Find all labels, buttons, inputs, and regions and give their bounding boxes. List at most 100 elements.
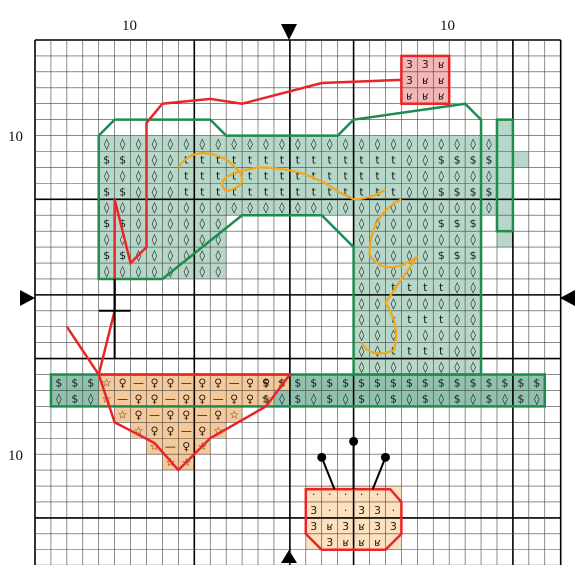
handwheel-cell — [496, 167, 513, 184]
machine-symbol: ◊ — [470, 201, 476, 214]
base-plate-cell — [465, 390, 482, 407]
machine-symbol: ◊ — [311, 201, 317, 214]
pillar-symbol: ◊ — [375, 345, 381, 358]
machine-pillar-cell — [417, 294, 434, 311]
pillar-symbol: ◊ — [423, 361, 429, 374]
machine-arm-cell — [162, 199, 179, 216]
machine-arm-cell — [273, 199, 290, 216]
axis-label-top-left: 10 — [122, 18, 137, 34]
machine-arm-cell — [449, 151, 466, 168]
pillar-symbol: ◊ — [359, 313, 365, 326]
machine-arm-cell — [305, 199, 322, 216]
machine-symbol: ◊ — [359, 138, 365, 151]
machine-pillar-cell — [369, 326, 386, 343]
machine-arm-cell — [433, 167, 450, 184]
machine-symbol: t — [328, 153, 333, 166]
base-plate-symbol: ◊ — [438, 392, 444, 405]
base-plate-symbol: $ — [390, 392, 397, 405]
machine-symbol: t — [216, 185, 221, 198]
pillar-symbol: ◊ — [470, 361, 476, 374]
base-plate-symbol: $ — [486, 376, 493, 389]
pillar-symbol: ◊ — [470, 329, 476, 342]
pillar-symbol: ◊ — [407, 297, 413, 310]
base-plate-symbol: $ — [358, 376, 365, 389]
orange-thread-pillar — [360, 198, 419, 355]
machine-symbol: t — [248, 185, 253, 198]
machine-arm-cell — [433, 135, 450, 152]
spool-cell — [401, 87, 418, 104]
spool-cell — [417, 87, 434, 104]
machine-symbol: ◊ — [152, 217, 158, 230]
axis-label-left-top: 10 — [8, 129, 23, 145]
machine-pillar-cell — [449, 326, 466, 343]
machine-head-cell — [210, 263, 227, 279]
fabric-symbol: ♀ — [150, 376, 158, 389]
machine-arm-cell — [369, 199, 386, 216]
machine-symbol: ◊ — [152, 233, 158, 246]
machine-symbol: ◊ — [215, 217, 221, 230]
machine-symbol: ◊ — [423, 201, 429, 214]
fabric-cell — [178, 390, 195, 407]
handwheel-axle-cell — [481, 151, 497, 168]
base-plate-symbol: $ — [71, 376, 78, 389]
pattern-fills — [50, 55, 545, 550]
fabric-cell — [146, 406, 163, 423]
machine-pillar-cell — [433, 231, 450, 248]
handwheel-cell — [496, 135, 513, 152]
fabric-cell — [194, 422, 211, 439]
machine-arm-cell — [385, 183, 402, 200]
machine-pillar-cell — [449, 247, 466, 264]
pillar-symbol: t — [423, 313, 428, 326]
machine-arm-cell — [465, 199, 482, 216]
handwheel-cell — [496, 183, 513, 200]
machine-arm-cell — [481, 167, 497, 184]
machine-symbol: $ — [438, 185, 445, 198]
base-plate-symbol: $ — [517, 376, 524, 389]
machine-arm-cell — [146, 167, 163, 184]
machine-symbol: $ — [454, 249, 461, 262]
machine-symbol: t — [216, 153, 221, 166]
axis-label-top-right: 10 — [440, 18, 455, 34]
machine-pillar-cell — [401, 215, 418, 232]
machine-symbol: ◊ — [327, 201, 333, 214]
base-plate-symbol: ◊ — [311, 392, 317, 405]
spool-symbol: ʁ — [438, 74, 445, 87]
fabric-symbol: ♀ — [246, 376, 254, 389]
pillar-symbol: ◊ — [391, 361, 397, 374]
handwheel-cell — [496, 119, 513, 136]
machine-pillar-cell — [401, 294, 418, 311]
machine-symbol: ◊ — [470, 265, 476, 278]
machine-symbol: ◊ — [184, 265, 190, 278]
spool-symbol: ʁ — [422, 90, 429, 103]
base-plate-symbol: $ — [454, 392, 461, 405]
machine-symbol: ◊ — [184, 217, 190, 230]
machine-arm-cell — [337, 183, 354, 200]
machine-arm-cell — [178, 135, 195, 152]
handwheel-axle-cell — [512, 151, 529, 168]
machine-symbol: t — [312, 153, 317, 166]
machine-arm-cell — [321, 167, 338, 184]
machine-symbol: $ — [470, 249, 477, 262]
machine-pillar-cell — [433, 326, 450, 343]
machine-pillar-cell — [369, 231, 386, 248]
machine-head-cell — [98, 247, 115, 264]
machine-arm-cell — [417, 151, 434, 168]
machine-symbol: t — [280, 153, 285, 166]
machine-arm-cell — [337, 151, 354, 168]
base-plate-cell — [82, 374, 99, 391]
machine-head-cell — [146, 231, 163, 248]
machine-symbol: ◊ — [470, 233, 476, 246]
machine-symbol: t — [184, 153, 189, 166]
machine-pillar-cell — [353, 278, 370, 295]
machine-pillar-cell — [417, 342, 434, 359]
machine-symbol: $ — [470, 217, 477, 230]
pillar-symbol: ◊ — [470, 345, 476, 358]
spool-symbol: ʁ — [438, 90, 445, 103]
machine-symbol: ◊ — [184, 138, 190, 151]
machine-symbol: t — [200, 153, 205, 166]
fabric-symbol: ☆ — [118, 408, 128, 421]
base-plate-cell — [353, 374, 370, 391]
machine-symbol: t — [359, 185, 364, 198]
machine-symbol: ◊ — [359, 233, 365, 246]
machine-symbol: ◊ — [104, 233, 110, 246]
